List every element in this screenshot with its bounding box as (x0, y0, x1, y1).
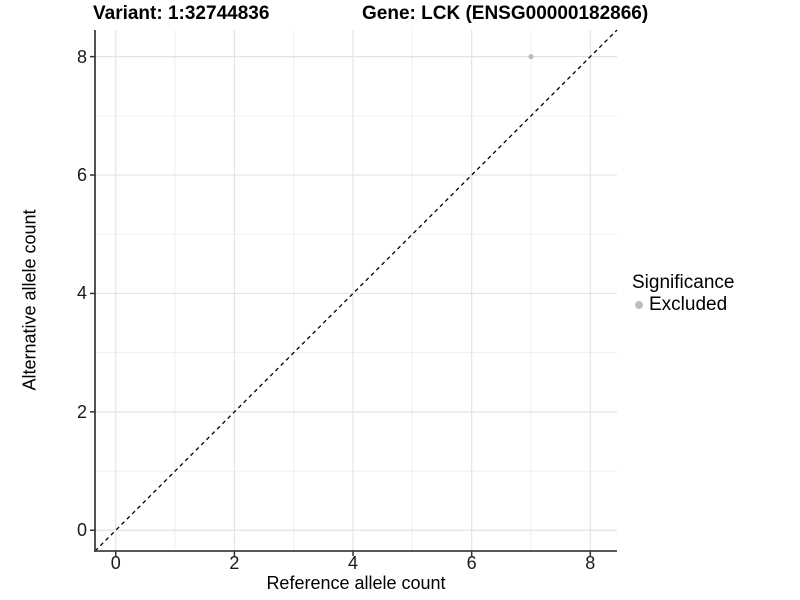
legend-item-excluded: Excluded (632, 294, 734, 315)
y-tick-label: 2 (76, 401, 87, 422)
y-tick-label: 8 (76, 46, 87, 67)
x-tick-label: 0 (110, 553, 121, 573)
x-axis-title: Reference allele count (266, 573, 446, 593)
plot-title-variant: Variant: 1:32744836 (93, 3, 270, 24)
identity-line (94, 29, 618, 552)
x-tick-label: 8 (585, 553, 596, 573)
legend: Significance Excluded (632, 272, 734, 315)
legend-item-label: Excluded (649, 294, 728, 315)
y-tick-label: 0 (76, 520, 87, 541)
x-tick-label: 6 (466, 553, 477, 573)
y-axis-title: Alternative allele count (19, 209, 40, 391)
data-point (528, 54, 534, 60)
plot-title-gene: Gene: LCK (ENSG00000182866) (362, 3, 649, 24)
y-tick-label: 6 (76, 165, 87, 186)
x-tick-label: 4 (348, 553, 359, 573)
y-tick-label: 4 (76, 283, 87, 304)
legend-key-circle-icon (635, 300, 643, 309)
x-tick-label: 2 (229, 553, 240, 573)
legend-title: Significance (632, 272, 735, 293)
